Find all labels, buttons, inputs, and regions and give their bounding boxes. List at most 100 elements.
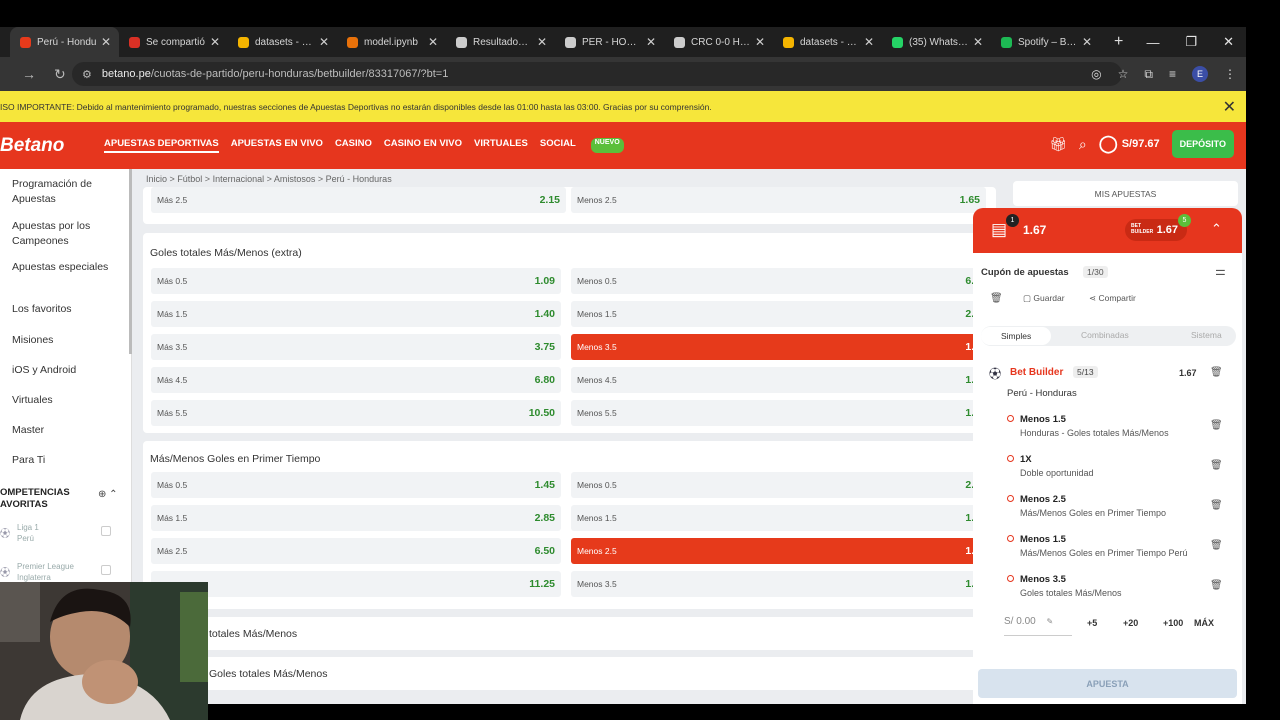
league-item[interactable]: Premier League Inglaterra (17, 561, 74, 583)
new-tab-button[interactable]: + (1114, 33, 1124, 50)
odds-button[interactable]: Más 4.5 6.80 (151, 367, 561, 393)
breadcrumb-item[interactable]: Fútbol (177, 174, 203, 184)
odds-button[interactable]: Menos 2.51.0 (571, 538, 986, 564)
quick-stake-button[interactable]: +20 (1123, 618, 1139, 628)
odds-button[interactable]: Más 0.5 1.45 (151, 472, 561, 498)
odds-button[interactable]: Menos 1.51.3 (571, 505, 986, 531)
tab-close-icon[interactable]: ✕ (318, 35, 329, 49)
odds-button[interactable]: Más 5.5 10.50 (151, 400, 561, 426)
menu-item[interactable]: APUESTAS EN VIVO (230, 138, 323, 149)
banner-close-icon[interactable]: ✕ (1222, 99, 1236, 116)
sidebar-item[interactable]: Master (12, 424, 45, 436)
tab-close-icon[interactable]: ✕ (100, 35, 111, 49)
restore-icon[interactable]: ❐ (1185, 34, 1198, 49)
sidebar-item[interactable]: Para Ti (12, 454, 46, 466)
clear-slip-trash-icon[interactable]: 🗑︎ (990, 293, 1003, 304)
breadcrumb-item[interactable]: Internacional (212, 174, 265, 184)
betslip-header[interactable]: ▤ 1 1.67 BET BUILDER 1.67 5 ⌃ (973, 208, 1242, 253)
betano-logo[interactable]: Betano (0, 134, 65, 156)
my-bets-tab[interactable]: MIS APUESTAS (1013, 181, 1238, 206)
tab-close-icon[interactable]: ✕ (209, 35, 220, 49)
browser-tab[interactable]: datasets - Go ✕ (228, 27, 337, 57)
stake-input[interactable]: S/ 0.00 ✎ (1004, 616, 1072, 636)
browser-tab[interactable]: Spotify – Busc ✕ (991, 27, 1100, 57)
browser-tab[interactable]: Se compartió ✕ (119, 27, 228, 57)
menu-item[interactable]: APUESTAS DEPORTIVAS (104, 138, 219, 153)
extensions-icon[interactable]: ⧉ (1144, 66, 1153, 81)
site-info-icon[interactable]: ⚙ (82, 68, 92, 81)
tab-close-icon[interactable]: ✕ (754, 35, 765, 49)
odds-button[interactable]: Más 0.5 1.09 (151, 268, 561, 294)
menu-item[interactable]: VIRTUALES (474, 138, 528, 149)
remove-leg-trash-icon[interactable]: 🗑︎ (1210, 460, 1223, 471)
quick-stake-button[interactable]: +100 (1163, 618, 1184, 628)
tab-close-icon[interactable]: ✕ (863, 35, 874, 49)
remove-builder-trash-icon[interactable]: 🗑︎ (1210, 367, 1223, 378)
slip-mode-tab[interactable]: Simples (981, 327, 1052, 345)
quick-stake-button[interactable]: MÁX (1194, 618, 1214, 628)
odds-button[interactable]: Más 2.5 6.50 (151, 538, 561, 564)
browser-tab[interactable]: Resultados de ✕ (446, 27, 555, 57)
sidebar-item[interactable]: Los favoritos (12, 303, 72, 315)
odds-button[interactable]: Menos 5.51.0 (571, 400, 986, 426)
browser-tab[interactable]: (35) WhatsAp ✕ (882, 27, 991, 57)
tab-close-icon[interactable]: ✕ (645, 35, 656, 49)
remove-leg-trash-icon[interactable]: 🗑︎ (1210, 540, 1223, 551)
forward-icon[interactable]: → (22, 66, 36, 82)
remove-leg-trash-icon[interactable]: 🗑︎ (1210, 500, 1223, 511)
favorite-checkbox[interactable] (101, 526, 111, 536)
sidebar-item[interactable]: Apuestas especiales (12, 261, 109, 273)
add-competition-icon[interactable]: ⊕ ⌃ (98, 489, 118, 500)
tab-close-icon[interactable]: ✕ (427, 35, 438, 49)
account-balance[interactable]: ◯ S/97.67 (1099, 134, 1160, 154)
deposit-button[interactable]: DEPÓSITO (1171, 130, 1234, 158)
sidebar-item[interactable]: Misiones (12, 334, 54, 346)
odds-button[interactable]: Más 1.5 1.40 (151, 301, 561, 327)
browser-tab[interactable]: Perú - Hondu ✕ (10, 27, 119, 57)
bet-builder-pill[interactable]: BET BUILDER 1.67 (1125, 219, 1187, 241)
breadcrumb-item[interactable]: Perú - Honduras (325, 174, 392, 184)
odds-button[interactable]: Menos 3.51.0 (571, 571, 986, 597)
menu-item[interactable]: CASINO EN VIVO (383, 138, 463, 149)
quick-stake-button[interactable]: +5 (1087, 618, 1098, 628)
menu-item[interactable]: CASINO (334, 138, 372, 149)
odds-button[interactable]: Menos 0.52.6 (571, 472, 986, 498)
sidebar-item[interactable]: Programación de Apuestas (12, 178, 92, 205)
close-window-icon[interactable]: ✕ (1223, 34, 1234, 49)
save-button[interactable]: ▢ Guardar (1023, 293, 1065, 303)
menu-item[interactable]: SOCIAL (539, 138, 576, 149)
place-bet-button[interactable]: APUESTA (978, 669, 1237, 698)
sidebar-scrollbar[interactable] (129, 169, 132, 354)
share-button[interactable]: ⋖ Compartir (1089, 293, 1136, 303)
slip-mode-tab[interactable]: Combinadas (1081, 330, 1129, 340)
browser-tab[interactable]: model.ipynb ✕ (337, 27, 446, 57)
browser-menu-icon[interactable]: ⋮ (1224, 67, 1236, 81)
remove-leg-trash-icon[interactable]: 🗑︎ (1210, 580, 1223, 591)
address-bar[interactable]: ⚙ betano.pe/cuotas-de-partido/peru-hondu… (72, 62, 1122, 86)
sidebar-item[interactable]: Apuestas por los Campeones (12, 220, 91, 247)
slip-settings-icon[interactable]: ⚌ (1215, 264, 1226, 278)
odds-button[interactable]: Menos 0.56.4 (571, 268, 986, 294)
market-card-collapsed[interactable]: totales Más/Menos (143, 617, 996, 650)
odds-button[interactable]: Menos 4.51.0 (571, 367, 986, 393)
odds-button[interactable]: Más 1.5 2.85 (151, 505, 561, 531)
browser-tab[interactable]: PER - HON | F ✕ (555, 27, 664, 57)
minimize-icon[interactable]: — (1146, 34, 1160, 50)
sidebar-item[interactable]: Virtuales (12, 394, 53, 406)
search-icon[interactable]: ⌕ (1078, 135, 1087, 152)
league-item[interactable]: Liga 1 Perú (17, 522, 39, 544)
tab-close-icon[interactable]: ✕ (536, 35, 547, 49)
odds-button[interactable]: Menos 1.52.8 (571, 301, 986, 327)
media-icon[interactable]: ≡ (1168, 67, 1176, 81)
market-card-collapsed[interactable]: Goles totales Más/Menos (143, 657, 996, 690)
bookmark-star-icon[interactable]: ☆ (1117, 67, 1129, 81)
collapse-chevron-icon[interactable]: ⌃ (1211, 221, 1222, 236)
tab-close-icon[interactable]: ✕ (1081, 35, 1092, 49)
breadcrumb-item[interactable]: Inicio (146, 174, 168, 184)
odds-button[interactable]: Más 2.5 2.15 (151, 187, 566, 213)
remove-leg-trash-icon[interactable]: 🗑︎ (1210, 420, 1223, 431)
gift-icon[interactable]: 🎁︎ (1049, 135, 1067, 152)
odds-button[interactable]: Menos 2.5 1.65 (571, 187, 986, 213)
slip-mode-tab[interactable]: Sistema (1191, 330, 1222, 340)
profile-avatar[interactable]: E (1192, 66, 1208, 82)
